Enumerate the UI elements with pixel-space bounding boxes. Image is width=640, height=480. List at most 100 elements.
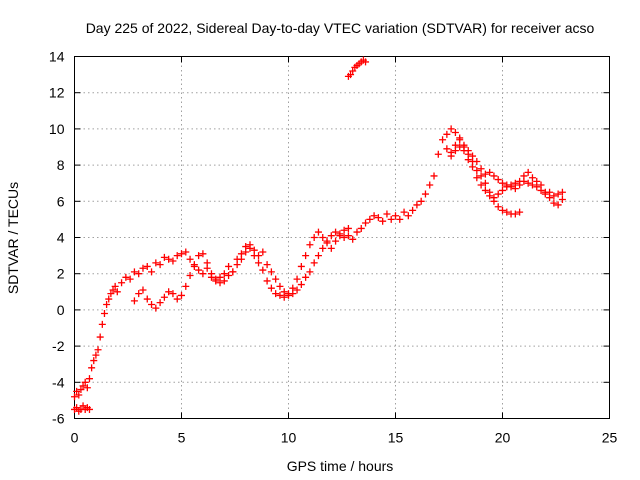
data-point [160,293,168,301]
data-point [293,275,301,283]
data-point [546,194,554,202]
data-point [182,282,190,290]
data-point [524,168,532,176]
y-tick-label: 10 [49,121,65,137]
data-point [92,351,100,359]
data-point [111,282,119,290]
data-point [430,172,438,180]
data-point [297,281,305,289]
data-point [392,212,399,220]
data-point [499,186,506,194]
data-point [302,273,310,281]
data-point [443,145,451,153]
data-point [451,147,459,155]
data-point [130,268,138,276]
data-point [357,224,365,232]
data-point [165,288,173,296]
data-point [362,219,370,227]
data-point [130,297,138,305]
data-point [481,170,489,178]
data-point [319,244,327,252]
data-point [263,261,271,269]
y-tick-label: 4 [57,230,65,246]
data-point [178,250,185,258]
data-point [443,130,451,138]
data-point [85,375,93,383]
data-point [347,71,355,79]
data-point [229,268,237,276]
data-point [383,210,391,218]
data-point [242,248,250,256]
data-point [90,357,98,365]
data-point [169,290,177,298]
data-point [417,197,425,205]
data-point [267,268,275,276]
data-point [327,232,335,240]
data-point [199,270,207,278]
data-point [250,252,258,260]
data-series-sdtvar [71,56,566,415]
data-point [507,181,515,189]
data-point [306,268,314,276]
data-point [246,244,254,252]
data-point [473,167,481,175]
data-point [220,277,228,285]
data-point [276,291,284,299]
data-point [148,300,156,308]
data-point [267,284,275,292]
data-point [255,259,263,267]
data-point [182,248,190,256]
data-point [421,190,429,198]
data-point [387,215,395,223]
data-point [332,237,340,245]
data-point [173,252,181,260]
data-point [135,270,143,278]
data-point [336,232,344,240]
data-point [469,163,477,171]
data-point [178,291,185,299]
data-point [511,210,519,218]
data-point [319,234,327,241]
data-point [558,195,566,203]
data-point [310,234,318,241]
y-tick-label: -4 [52,374,65,390]
data-point [186,272,194,280]
chart-title: Day 225 of 2022, Sidereal Day-to-day VTE… [86,20,595,36]
data-point [143,262,151,270]
y-tick-label: 6 [57,193,65,209]
data-point [220,270,228,278]
data-point [152,259,160,267]
data-point [83,384,91,392]
data-point [107,290,115,298]
y-tick-label: 8 [57,157,65,173]
data-point [79,402,87,410]
data-point [293,286,301,294]
data-point [160,253,168,261]
data-point [366,215,374,223]
data-point [173,295,181,303]
data-point [272,290,280,298]
data-point [447,125,455,133]
data-point [135,290,143,298]
data-point [139,264,147,272]
data-point [541,188,549,196]
x-tick-label: 5 [178,430,186,446]
data-point [379,217,387,225]
data-point [362,58,370,66]
data-point [332,228,340,236]
data-point [400,208,408,216]
data-point [528,181,536,189]
data-point [323,239,331,247]
data-point [148,268,156,276]
data-point [524,179,532,187]
data-point [451,129,459,137]
data-point [152,304,160,312]
data-point [374,214,382,222]
data-point [503,208,511,216]
data-point [199,250,207,258]
data-point [477,172,485,180]
x-tick-label: 10 [281,430,297,446]
data-point [486,168,494,176]
data-point [195,266,203,274]
data-point [439,136,447,144]
